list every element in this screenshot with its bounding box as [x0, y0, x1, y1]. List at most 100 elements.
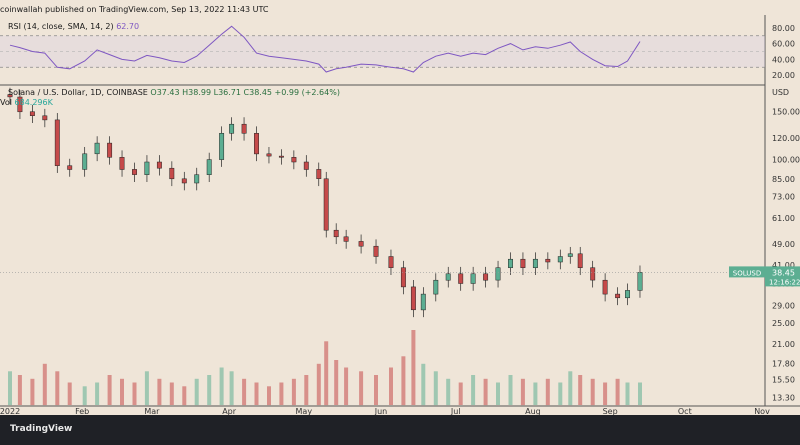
- volume-bar: [625, 382, 630, 405]
- volume-name: Vol: [0, 98, 12, 107]
- volume-bar: [67, 382, 72, 405]
- rsi-tick: 60.00: [772, 40, 795, 49]
- rsi-tick: 20.00: [772, 71, 795, 80]
- volume-value: 684.296K: [14, 98, 53, 107]
- volume-bar: [558, 382, 563, 405]
- candle-body: [144, 161, 150, 175]
- candle-body: [17, 96, 23, 113]
- volume-bar: [291, 378, 296, 406]
- time-tick: Jun: [374, 407, 388, 416]
- candle-body: [169, 167, 175, 180]
- volume-bar: [267, 386, 271, 406]
- rsi-legend: RSI (14, close, SMA, 14, 2) 62.70: [8, 22, 139, 31]
- candle-body: [278, 155, 284, 158]
- price-tick: 150.00: [772, 108, 800, 117]
- price-tick: 73.00: [772, 193, 795, 202]
- volume-bar: [254, 382, 259, 405]
- candle-body: [637, 272, 643, 291]
- candle-body: [107, 142, 113, 158]
- volume-bar: [483, 378, 488, 406]
- price-tick: 29.00: [772, 302, 795, 311]
- symbol-description: Solana / U.S. Dollar, 1D, COINBASE: [8, 88, 148, 97]
- publisher-text: coinwallah published on TradingView.com,…: [0, 5, 269, 14]
- candle-body: [333, 229, 339, 238]
- time-tick: May: [296, 407, 313, 416]
- candle-body: [373, 245, 379, 257]
- price-tick: 61.00: [772, 214, 795, 223]
- volume-bar: [42, 363, 47, 406]
- volume-bar: [95, 382, 100, 405]
- volume-bar: [508, 375, 513, 405]
- time-tick: Sep: [603, 407, 618, 416]
- candle-body: [156, 161, 162, 169]
- candle-body: [229, 123, 235, 134]
- time-tick: Mar: [144, 407, 160, 416]
- volume-bar: [8, 371, 12, 406]
- volume-bar: [107, 375, 112, 405]
- time-tick: Apr: [222, 407, 237, 416]
- volume-bar: [169, 382, 174, 405]
- volume-bar: [229, 371, 234, 406]
- volume-bar: [496, 382, 500, 405]
- candle-body: [602, 279, 608, 295]
- price-tick: 15.50: [772, 376, 795, 385]
- candle-body: [615, 293, 621, 299]
- countdown: 12:16:22: [769, 278, 800, 286]
- time-tick: Oct: [678, 407, 692, 416]
- candle-body: [508, 258, 513, 268]
- volume-bar: [471, 375, 476, 405]
- candle-body: [291, 157, 297, 163]
- volume-bar: [194, 378, 199, 406]
- candle-body: [532, 258, 538, 268]
- volume-bar: [421, 363, 426, 406]
- price-tick: 21.00: [772, 340, 795, 349]
- candle-body: [470, 273, 476, 284]
- chart-svg[interactable]: 80.00 60.00 40.00 20.00 150.00 120.00 100.00 85…: [0, 15, 800, 430]
- candle-body: [545, 258, 551, 263]
- candle-body: [400, 267, 406, 288]
- volume-bar: [324, 341, 329, 406]
- time-tick: Aug: [525, 407, 541, 416]
- candle-body: [520, 258, 526, 268]
- price-tick: 120.00: [772, 134, 800, 143]
- candle-body: [67, 165, 73, 170]
- rsi-name: RSI (14, close, SMA, 14, 2): [8, 22, 114, 31]
- candle-body: [42, 115, 48, 121]
- volume-bar: [82, 386, 87, 406]
- candle-body: [590, 267, 596, 281]
- volume-legend: Vol 684.296K: [0, 98, 53, 107]
- volume-bar: [603, 382, 608, 405]
- volume-bar: [578, 375, 583, 405]
- volume-bar: [55, 371, 60, 406]
- volume-bar: [219, 367, 224, 405]
- candle-body: [577, 253, 583, 268]
- candle-body: [266, 153, 272, 157]
- candle-body: [206, 159, 212, 175]
- candle-body: [343, 236, 349, 242]
- candle-body: [567, 253, 573, 257]
- volume-bar: [615, 378, 620, 406]
- volume-bar: [389, 367, 393, 405]
- candle-body: [241, 123, 247, 134]
- candle-body: [181, 178, 187, 184]
- volume-bar: [279, 382, 284, 405]
- price-tick: 85.00: [772, 175, 795, 184]
- volume-bar: [30, 378, 35, 406]
- volume-bar: [182, 386, 187, 406]
- volume-bar: [316, 363, 321, 406]
- time-tick: Feb: [75, 407, 89, 416]
- candle-body: [410, 286, 416, 311]
- candle-body: [458, 273, 464, 284]
- header: coinwallah published on TradingView.com,…: [0, 0, 800, 20]
- rsi-value: 62.70: [116, 22, 140, 31]
- candle-body: [29, 111, 35, 116]
- candle-body: [495, 267, 501, 281]
- candle-body: [82, 153, 88, 170]
- price-tick: 49.00: [772, 240, 795, 249]
- volume-bar: [157, 378, 162, 406]
- candle-body: [433, 279, 439, 295]
- volume-bar: [144, 371, 149, 406]
- candle-body: [132, 169, 137, 175]
- volume-bar: [520, 378, 525, 406]
- rsi-tick: 80.00: [772, 24, 795, 33]
